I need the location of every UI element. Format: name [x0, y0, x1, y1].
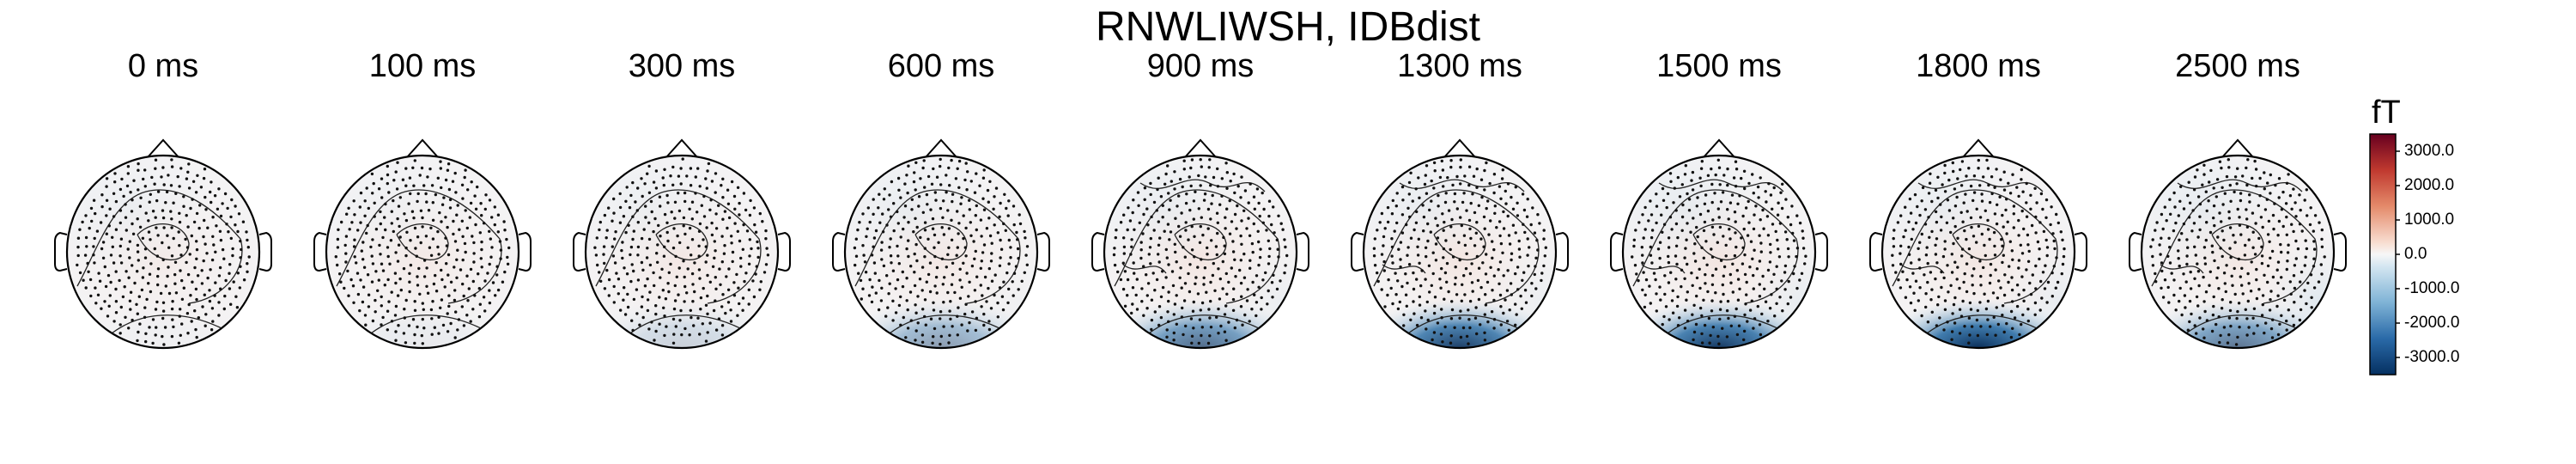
- panel-time-label: 900 ms: [1146, 48, 1255, 84]
- panel-time-label: 0 ms: [127, 48, 199, 84]
- panel-time-label: 600 ms: [887, 48, 995, 84]
- colorbar-gradient: [2369, 133, 2400, 375]
- panel-time-label: 1800 ms: [1916, 48, 2041, 84]
- topomap-panel: 1300 ms: [1322, 48, 1597, 368]
- colorbar-tick-label: 2000.0: [2404, 176, 2455, 194]
- topomap-panel: 100 ms: [285, 48, 560, 368]
- panel-time-label: 300 ms: [628, 48, 736, 84]
- colorbar-tick-label: -2000.0: [2404, 314, 2460, 332]
- panel-time-label: 1500 ms: [1656, 48, 1782, 84]
- topomap-panel: 1800 ms: [1841, 48, 2116, 368]
- topomap-head: [1091, 138, 1309, 350]
- colorbar-tick-label: -1000.0: [2404, 279, 2460, 297]
- topomap-head: [1351, 138, 1569, 350]
- figure-title: RNWLIWSH, IDBdist: [1095, 4, 1481, 50]
- topomap-head: [313, 138, 532, 350]
- topomap-head: [573, 138, 791, 350]
- topomap-panel: 300 ms: [544, 48, 819, 368]
- topomap-panel: 1500 ms: [1582, 48, 1856, 368]
- topomap-head: [2129, 138, 2347, 350]
- panel-time-label: 100 ms: [368, 48, 477, 84]
- topomap-head: [1610, 138, 1828, 350]
- colorbar-tick-label: 3000.0: [2404, 142, 2455, 160]
- topomap-panel: 900 ms: [1063, 48, 1338, 368]
- topomap-panel: 600 ms: [804, 48, 1078, 368]
- colorbar: 3000.0 2000.0 1000.0 0.0 -1000.0 -2000.0 -3000…: [2363, 91, 2576, 392]
- colorbar-unit: fT: [2372, 95, 2401, 131]
- colorbar-tick-label: 0.0: [2404, 245, 2427, 263]
- panel-time-label: 1300 ms: [1397, 48, 1522, 84]
- colorbar-tick-label: -3000.0: [2404, 348, 2460, 366]
- panel-time-label: 2500 ms: [2175, 48, 2300, 84]
- colorbar-tick-label: 1000.0: [2404, 211, 2455, 229]
- topomap-head: [832, 138, 1050, 350]
- topomap-head: [54, 138, 272, 350]
- topomap-panel: 2500 ms: [2100, 48, 2375, 368]
- topomap-panel: 0 ms: [26, 48, 301, 368]
- topomap-head: [1869, 138, 2087, 350]
